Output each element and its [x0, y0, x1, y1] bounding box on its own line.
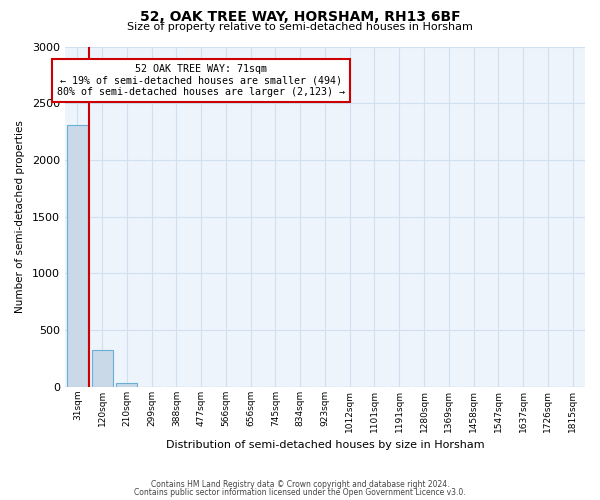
Text: Contains public sector information licensed under the Open Government Licence v3: Contains public sector information licen… [134, 488, 466, 497]
Bar [67, 125, 88, 387]
Text: 52, OAK TREE WAY, HORSHAM, RH13 6BF: 52, OAK TREE WAY, HORSHAM, RH13 6BF [140, 10, 460, 24]
X-axis label: Distribution of semi-detached houses by size in Horsham: Distribution of semi-detached houses by … [166, 440, 484, 450]
Bar [92, 350, 113, 387]
Bar [116, 384, 137, 387]
Text: Contains HM Land Registry data © Crown copyright and database right 2024.: Contains HM Land Registry data © Crown c… [151, 480, 449, 489]
Text: 52 OAK TREE WAY: 71sqm
← 19% of semi-detached houses are smaller (494)
80% of se: 52 OAK TREE WAY: 71sqm ← 19% of semi-det… [57, 64, 345, 96]
Y-axis label: Number of semi-detached properties: Number of semi-detached properties [15, 120, 25, 313]
Text: Size of property relative to semi-detached houses in Horsham: Size of property relative to semi-detach… [127, 22, 473, 32]
